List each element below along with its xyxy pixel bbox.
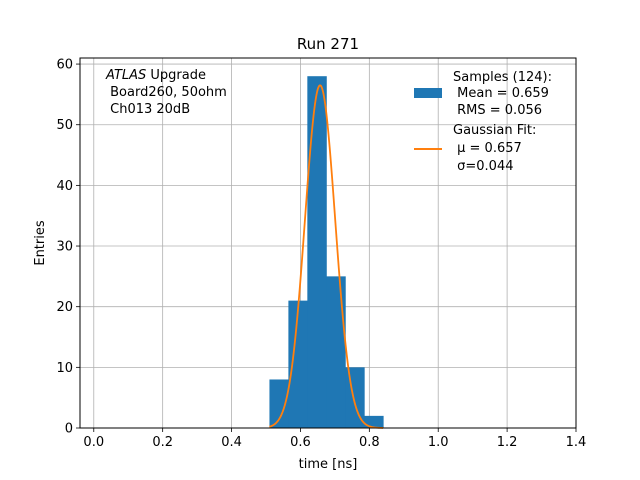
y-tick-label: 0 (65, 422, 73, 437)
x-tick-label: 0.2 (152, 435, 173, 450)
y-tick-label: 20 (56, 300, 73, 315)
legend: Samples (124): Mean = 0.659 RMS = 0.056 … (414, 70, 552, 174)
histogram-bar (288, 300, 308, 428)
annotation-line-2: Board260, 50ohm (106, 85, 227, 100)
y-tick-label: 10 (56, 361, 73, 376)
legend-histogram-line-1: Samples (124): (453, 70, 552, 85)
annotation-upgrade: Upgrade (146, 68, 206, 83)
plot-frame (79, 57, 577, 429)
gaussian-fit-line (269, 84, 384, 429)
legend-histogram-swatch (414, 88, 442, 98)
annotation-line-1: ATLAS Upgrade (105, 68, 206, 83)
gaussian-fit-curve (269, 84, 384, 429)
x-axis-label: time [ns] (299, 457, 358, 472)
histogram-bar (307, 76, 327, 429)
legend-fit-line-3: σ=0.044 (453, 159, 513, 174)
histogram-bar (364, 415, 384, 428)
y-tick-label: 60 (56, 58, 73, 73)
x-tick-label: 1.0 (428, 435, 449, 450)
axis-ticks: 0.0 0.2 0.4 0.6 0.8 1.0 1.2 1.4 0 10 20 30 40 50 60 (56, 58, 586, 450)
legend-fit-line-1: Gaussian Fit: (453, 123, 536, 138)
x-tick-label: 1.2 (497, 435, 518, 450)
histogram-bar (326, 276, 346, 428)
x-tick-label: 0.8 (359, 435, 380, 450)
x-tick-label: 1.4 (566, 435, 587, 450)
annotation-line-3: Ch013 20dB (106, 102, 190, 117)
annotation-atlas: ATLAS (105, 68, 146, 83)
x-tick-label: 0.0 (83, 435, 104, 450)
y-tick-label: 30 (56, 240, 73, 255)
histogram-bar (269, 379, 289, 428)
legend-fit-line-2: μ = 0.657 (453, 141, 522, 156)
chart-title: Run 271 (297, 35, 359, 53)
y-tick-label: 50 (56, 118, 73, 133)
legend-histogram-line-3: RMS = 0.056 (453, 103, 542, 118)
legend-histogram-line-2: Mean = 0.659 (453, 86, 549, 101)
x-tick-label: 0.4 (221, 435, 242, 450)
histogram-bars (269, 76, 384, 429)
y-tick-label: 40 (56, 179, 73, 194)
x-tick-label: 0.6 (290, 435, 311, 450)
y-axis-label: Entries (33, 220, 48, 266)
annotation-block: ATLAS Upgrade Board260, 50ohm Ch013 20dB (105, 68, 227, 117)
